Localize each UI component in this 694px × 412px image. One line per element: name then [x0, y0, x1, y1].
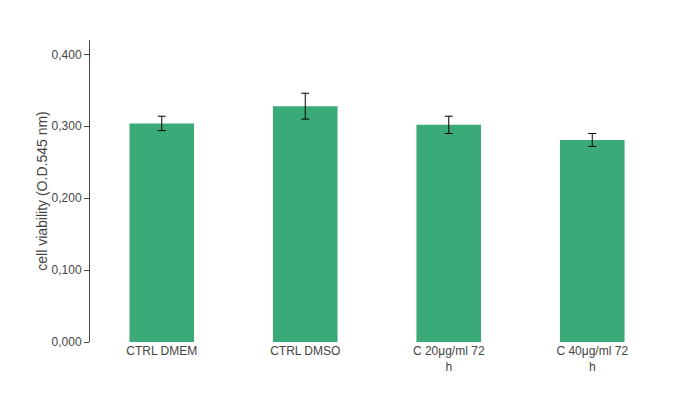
svg-text:cell viability (O.D.545 nm): cell viability (O.D.545 nm) [34, 111, 50, 271]
svg-text:CTRL DMSO: CTRL DMSO [270, 344, 340, 358]
svg-text:0,000: 0,000 [52, 335, 82, 349]
svg-text:0,300: 0,300 [52, 119, 82, 133]
svg-text:0,400: 0,400 [52, 48, 82, 62]
svg-text:C 40μg/ml 72h: C 40μg/ml 72h [556, 344, 628, 374]
svg-text:C 20μg/ml 72h: C 20μg/ml 72h [413, 344, 485, 374]
svg-text:0,100: 0,100 [52, 263, 82, 277]
svg-text:CTRL DMEM: CTRL DMEM [126, 344, 197, 358]
svg-text:0,200: 0,200 [52, 191, 82, 205]
